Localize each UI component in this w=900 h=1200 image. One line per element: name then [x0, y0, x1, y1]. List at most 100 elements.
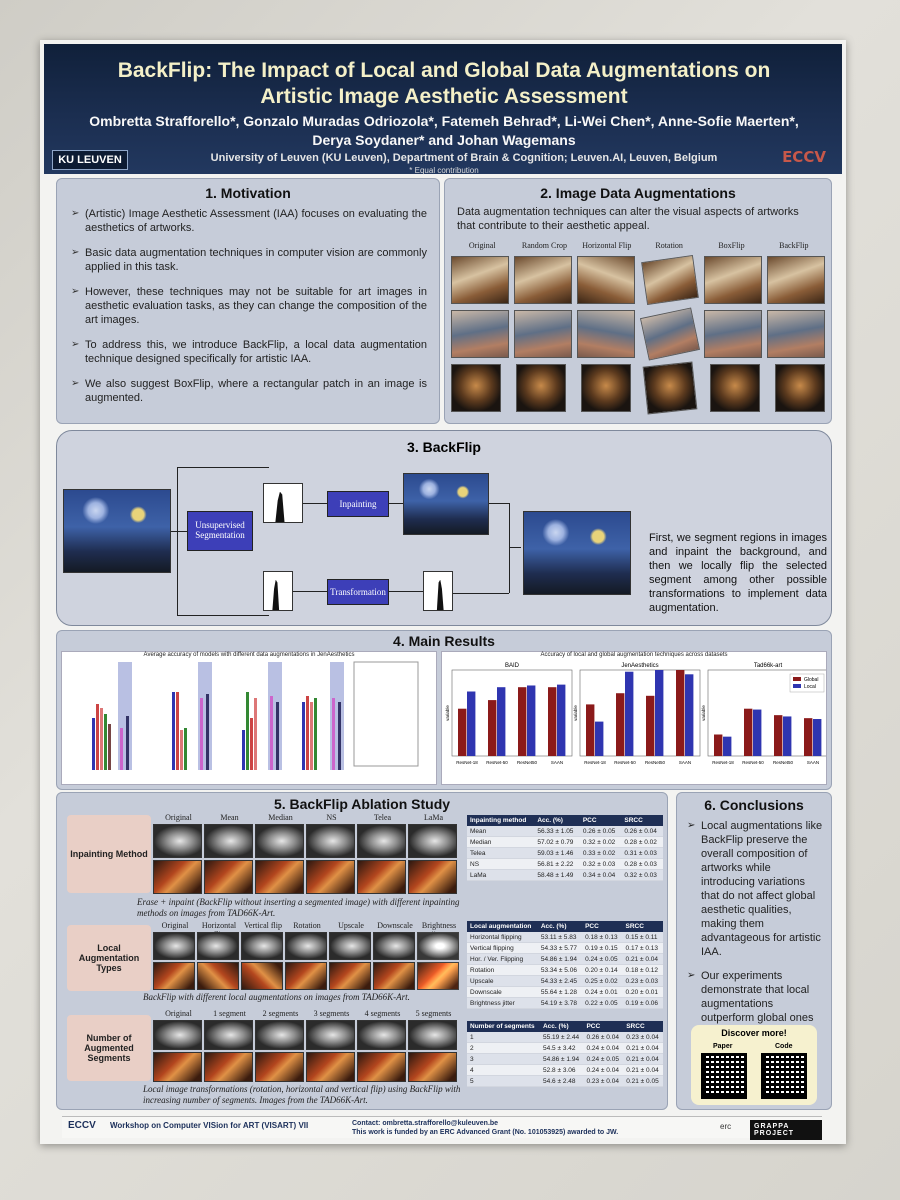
sample-image: [285, 932, 327, 960]
sample-image: [241, 962, 283, 990]
bar-global: [488, 700, 497, 756]
table-cell: 0.24 ± 0.04: [583, 1064, 624, 1076]
table-header: SRCC: [623, 1021, 663, 1032]
column-header: Vertical flip: [244, 921, 282, 930]
sample-image: [408, 824, 457, 858]
right-chart-title: Accuracy of local and global augmentatio…: [540, 652, 728, 658]
y-axis-label: variable: [445, 705, 450, 721]
conclusions-list: Local augmentations like BackFlip preser…: [677, 813, 831, 1053]
output-painting: [523, 511, 631, 595]
table-cell: 0.31 ± 0.03: [621, 847, 663, 859]
table-cell: Brightness jitter: [467, 997, 538, 1009]
table-row: 5 54.6 ± 2.48 0.23 ± 0.04 0.21 ± 0.05: [467, 1075, 663, 1087]
bar-local: [655, 670, 664, 756]
table-cell: 0.15 ± 0.11: [622, 932, 663, 943]
flow-line: [177, 615, 269, 616]
sample-image: [329, 962, 371, 990]
painting-thumbnail: [710, 364, 761, 412]
painting-thumbnail: [577, 310, 636, 358]
augmentation-row-painting-1: [451, 254, 825, 306]
bar-local: [497, 687, 506, 756]
table-cell: 52.8 ± 3.06: [539, 1064, 584, 1076]
sample-image: [306, 824, 355, 858]
motivation-item: Basic data augmentation techniques in co…: [71, 246, 427, 274]
local-row-red: [153, 962, 459, 990]
bar-local: [595, 721, 604, 756]
bar: [206, 694, 209, 770]
left-chart-legend: [353, 661, 419, 767]
bar: [200, 698, 203, 770]
bar: [184, 728, 187, 770]
poster: BackFlip: The Impact of Local and Global…: [40, 40, 846, 1144]
bar: [120, 728, 123, 770]
table-cell: 0.20 ± 0.14: [582, 964, 623, 976]
bar-global: [676, 670, 685, 756]
inpainting-row-red: [153, 860, 457, 894]
bar: [176, 692, 179, 770]
table-cell: 0.23 ± 0.04: [623, 1032, 663, 1043]
paper-label: Paper: [713, 1043, 733, 1050]
input-painting: [63, 489, 171, 573]
inpainting-row-gray: [153, 824, 457, 858]
table-header: Number of segments: [467, 1021, 540, 1032]
bar: [242, 730, 245, 770]
y-axis-label: variable: [701, 705, 706, 721]
table-header: PCC: [582, 921, 623, 932]
backflip-description: First, we segment regions in images and …: [649, 532, 827, 614]
bar: [104, 714, 107, 770]
table-cell: 5: [467, 1075, 540, 1087]
segments-label: Number of Augmented Segments: [67, 1015, 151, 1081]
segments-column-headers: Original 1 segment 2 segments 3 segments…: [153, 1009, 459, 1018]
table-cell: 0.24 ± 0.01: [582, 986, 623, 998]
sample-image: [153, 1052, 202, 1082]
column-header: 2 segments: [262, 1009, 299, 1018]
table-cell: Mean: [467, 826, 535, 837]
table-row: NS 56.81 ± 2.22 0.32 ± 0.03 0.28 ± 0.03: [467, 858, 663, 870]
table-cell: 0.22 ± 0.05: [582, 997, 623, 1009]
poster-header: BackFlip: The Impact of Local and Global…: [44, 44, 842, 175]
bar-global: [586, 704, 595, 756]
table-cell: 0.17 ± 0.13: [622, 942, 663, 954]
table-cell: Telea: [467, 847, 535, 859]
inpainting-method-label: Inpainting Method: [67, 815, 151, 893]
table-cell: 0.32 ± 0.03: [579, 858, 622, 870]
bar-local: [467, 691, 476, 756]
bar: [172, 692, 175, 770]
paper-qr-code[interactable]: [701, 1053, 747, 1099]
tick-label: ResNet-18: [712, 760, 734, 765]
augmentation-grid: Original Random Crop Horizontal Flip Rot…: [451, 241, 825, 415]
discover-title: Discover more!: [721, 1028, 787, 1038]
inpainting-results-table: Inpainting method Acc. (%) PCC SRCC Mean 56.3…: [467, 815, 663, 881]
tick-label: ResNet-50: [486, 760, 508, 765]
table-header: Local augmentation: [467, 921, 538, 932]
legend-label: Local: [804, 684, 816, 690]
sample-image: [241, 932, 283, 960]
bar: [246, 692, 249, 770]
inpainting-node: Inpainting: [327, 491, 389, 517]
table-cell: 0.18 ± 0.12: [622, 964, 663, 976]
column-header: Original: [165, 1009, 192, 1018]
table-cell: 56.33 ± 1.05: [534, 826, 580, 837]
table-header: SRCC: [622, 921, 663, 932]
table-cell: 0.24 ± 0.05: [583, 1053, 624, 1065]
table-cell: 54.19 ± 3.78: [537, 997, 583, 1009]
table-cell: 0.32 ± 0.03: [621, 869, 663, 881]
painting-thumbnail: [643, 361, 698, 415]
table-cell: 56.81 ± 2.22: [534, 858, 580, 870]
motivation-item: We also suggest BoxFlip, where a rectang…: [71, 377, 427, 405]
augmentations-heading: 2. Image Data Augmentations: [540, 185, 736, 201]
table-cell: 0.24 ± 0.05: [582, 953, 623, 965]
bar: [250, 718, 253, 770]
code-qr-code[interactable]: [761, 1053, 807, 1099]
table-cell: 3: [467, 1053, 540, 1065]
flow-line: [489, 503, 509, 504]
poster-title: BackFlip: The Impact of Local and Global…: [117, 59, 771, 108]
table-cell: 0.26 ± 0.04: [583, 1032, 624, 1043]
table-cell: Hor. / Ver. Flipping: [467, 953, 538, 965]
column-header: Original: [161, 921, 189, 930]
table-cell: 55.19 ± 2.44: [539, 1032, 584, 1043]
bar-local: [723, 736, 732, 756]
segments-table: Number of segments Acc. (%) PCC SRCC 1 55.19 …: [467, 1021, 663, 1087]
tick-label: SAAN: [807, 760, 819, 765]
local-row-gray: [153, 932, 459, 960]
